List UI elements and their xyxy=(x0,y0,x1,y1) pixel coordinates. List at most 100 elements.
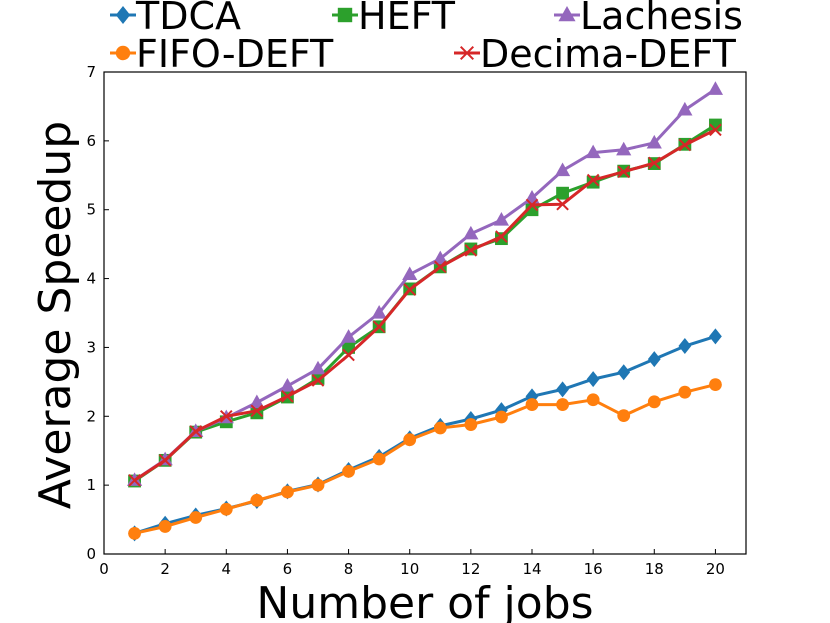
y-tick-label: 0 xyxy=(86,545,96,563)
data-point-tdca xyxy=(556,381,569,398)
y-tick-label: 7 xyxy=(86,63,96,81)
legend-label-tdca: TDCA xyxy=(135,0,241,38)
legend-label-heft: HEFT xyxy=(358,0,456,38)
data-point-tdca xyxy=(617,364,631,381)
legend-item-heft: HEFT xyxy=(332,0,456,38)
data-point-fifo-deft xyxy=(617,409,631,422)
data-point-fifo-deft xyxy=(495,410,508,424)
data-point-lachesis xyxy=(432,250,448,265)
x-tick-label: 8 xyxy=(344,560,354,578)
data-point-decima-deft xyxy=(709,123,722,137)
data-point-decima-deft xyxy=(158,454,172,467)
data-point-decima-deft xyxy=(372,320,386,334)
data-point-decima-deft xyxy=(617,165,631,179)
data-point-decima-deft xyxy=(250,404,264,418)
data-point-fifo-deft xyxy=(158,520,172,533)
data-point-fifo-deft xyxy=(281,485,294,499)
data-point-decima-deft xyxy=(556,197,569,211)
data-point-lachesis xyxy=(340,329,357,343)
y-tick-label: 1 xyxy=(86,476,96,494)
data-point-lachesis xyxy=(646,134,662,149)
x-tick-label: 10 xyxy=(400,560,419,578)
data-point-fifo-deft xyxy=(647,395,661,409)
data-point-lachesis xyxy=(310,360,326,375)
data-point-lachesis xyxy=(585,144,601,159)
data-point-decima-deft xyxy=(189,425,203,438)
series-line-decima-deft xyxy=(133,128,717,482)
data-point-fifo-deft xyxy=(250,493,264,507)
y-axis-label: Average Speedup xyxy=(30,121,81,509)
series-fifo-deft xyxy=(128,378,722,540)
data-point-tdca xyxy=(678,338,692,355)
x-tick-label: 0 xyxy=(99,560,109,578)
legend-item-fifo-deft: FIFO-DEFT xyxy=(110,32,334,76)
legend-marker-tdca xyxy=(115,6,131,24)
legend-label-decima-deft: Decima-DEFT xyxy=(480,32,737,76)
data-point-fifo-deft xyxy=(678,385,692,399)
data-point-fifo-deft xyxy=(556,398,569,411)
data-point-decima-deft xyxy=(403,283,417,296)
legend-marker-lachesis xyxy=(558,6,576,22)
x-tick-label: 4 xyxy=(222,560,232,578)
data-point-lachesis xyxy=(554,162,571,177)
legend: TDCA HEFT Lachesis FIFO-DEFT Decima-DEFT xyxy=(110,0,743,76)
y-tick-label: 6 xyxy=(86,132,96,150)
data-point-fifo-deft xyxy=(311,478,325,492)
data-point-fifo-deft xyxy=(464,418,478,431)
data-point-decima-deft xyxy=(219,409,233,423)
legend-label-lachesis: Lachesis xyxy=(580,0,743,38)
legend-marker-fifo-deft xyxy=(115,45,131,61)
data-point-decima-deft xyxy=(433,260,447,274)
data-point-lachesis xyxy=(677,101,693,116)
y-tick-label: 2 xyxy=(86,407,96,425)
x-tick-label: 2 xyxy=(160,560,170,578)
legend-label-fifo-deft: FIFO-DEFT xyxy=(136,32,334,76)
data-point-tdca xyxy=(647,351,661,368)
data-point-fifo-deft xyxy=(342,464,355,478)
data-point-lachesis xyxy=(249,394,265,409)
data-point-heft xyxy=(709,118,722,132)
x-tick-label: 12 xyxy=(461,560,480,578)
data-point-decima-deft xyxy=(311,374,325,387)
data-point-lachesis xyxy=(463,225,479,240)
data-point-decima-deft xyxy=(647,156,661,170)
data-point-tdca xyxy=(709,328,722,345)
legend-item-tdca: TDCA xyxy=(110,0,241,38)
data-point-lachesis xyxy=(616,141,632,156)
data-point-fifo-deft xyxy=(403,433,417,447)
data-point-decima-deft xyxy=(495,230,508,243)
data-point-fifo-deft xyxy=(525,398,539,411)
x-tick-label: 18 xyxy=(645,560,664,578)
data-point-fifo-deft xyxy=(219,502,233,516)
data-point-lachesis xyxy=(279,377,296,392)
data-point-fifo-deft xyxy=(128,526,141,540)
data-point-decima-deft xyxy=(525,198,539,212)
legend-item-decima-deft: Decima-DEFT xyxy=(454,32,737,76)
data-point-tdca xyxy=(586,371,600,388)
data-point-lachesis xyxy=(402,266,418,281)
data-point-fifo-deft xyxy=(189,511,203,524)
y-tick-label: 3 xyxy=(86,338,96,356)
data-point-lachesis xyxy=(371,305,387,319)
plot-frame xyxy=(103,71,747,555)
x-tick-label: 14 xyxy=(522,560,541,578)
x-tick-label: 6 xyxy=(283,560,293,578)
data-point-heft xyxy=(495,232,508,246)
data-point-decima-deft xyxy=(281,390,294,403)
x-tick-label: 16 xyxy=(584,560,603,578)
y-tick-label: 4 xyxy=(86,270,96,288)
x-axis-label: Number of jobs xyxy=(256,578,593,623)
data-point-decima-deft xyxy=(128,474,141,487)
data-point-lachesis xyxy=(707,81,724,95)
legend-marker-heft xyxy=(337,7,353,23)
legend-item-lachesis: Lachesis xyxy=(554,0,743,38)
data-point-fifo-deft xyxy=(709,378,722,392)
data-point-decima-deft xyxy=(586,173,600,187)
data-point-fifo-deft xyxy=(372,452,386,466)
legend-marker-decima-deft xyxy=(459,45,475,61)
y-tick-label: 5 xyxy=(86,201,96,219)
data-point-lachesis xyxy=(493,212,510,226)
plot-area xyxy=(126,81,724,542)
